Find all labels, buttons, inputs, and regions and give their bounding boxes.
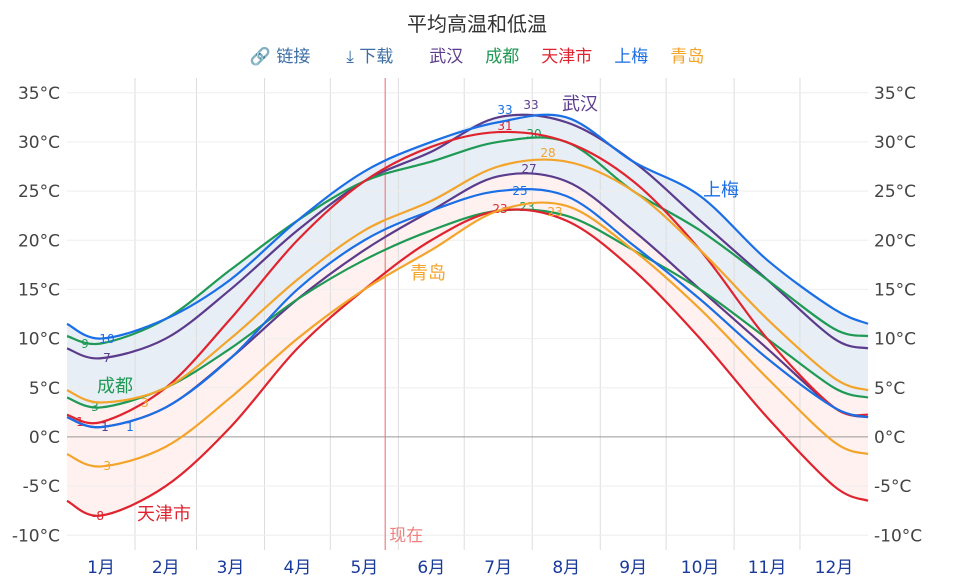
y-tick-right: 20°C	[874, 231, 916, 251]
data-label-jan-low: -3	[99, 459, 111, 473]
download-label: 下载	[359, 47, 394, 67]
data-label-high: 33	[497, 103, 512, 117]
y-tick-left: 30°C	[18, 133, 60, 153]
x-tick-label: 8月	[552, 558, 580, 578]
now-label: 现在	[389, 526, 423, 546]
y-tick-left: 25°C	[18, 182, 60, 202]
series-line-low	[66, 188, 869, 429]
data-label-jan-low: -8	[92, 509, 104, 523]
data-label-low: 23	[519, 200, 534, 214]
series-name-label: 天津市	[137, 504, 191, 525]
data-label-jan-high: 1	[76, 415, 84, 429]
link-label: 链接	[276, 47, 311, 67]
y-tick-left: 35°C	[18, 84, 60, 104]
legend-item-shanghai[interactable]: 上梅	[614, 47, 649, 67]
series-line-high	[66, 130, 869, 425]
link-icon: 🔗	[249, 47, 271, 67]
legend-item-chengdu[interactable]: 成都	[485, 47, 520, 67]
legend-item-wuhan[interactable]: 武汉	[429, 47, 464, 67]
series-line-high	[66, 113, 869, 340]
high-band	[67, 112, 868, 408]
y-tick-right: 35°C	[874, 84, 916, 104]
download-icon: ⤓	[346, 47, 354, 67]
series-line-high	[66, 158, 869, 404]
data-label-high: 33	[523, 98, 538, 112]
chart-title: 平均高温和低温	[407, 12, 547, 36]
data-label-jan-high: 9	[81, 337, 89, 351]
x-tick-label: 11月	[748, 558, 787, 578]
y-tick-right: 0°C	[874, 428, 905, 448]
x-tick-label: 10月	[681, 558, 720, 578]
x-tick-label: 1月	[87, 558, 115, 578]
x-tick-label: 3月	[217, 558, 245, 578]
y-tick-right: 10°C	[874, 330, 916, 350]
y-tick-left: -10°C	[12, 526, 60, 546]
x-tick-label: 12月	[815, 558, 854, 578]
legend-item-qingdao[interactable]: 青岛	[670, 47, 705, 67]
series-line-low	[66, 201, 869, 468]
data-label-jan-high: 3	[141, 396, 149, 410]
x-tick-label: 9月	[619, 558, 647, 578]
legend: 🔗 链接 ⤓ 下载 武汉 成都 天津市 上梅 青岛	[0, 42, 954, 67]
x-tick-label: 6月	[417, 558, 445, 578]
data-label-low: 25	[512, 184, 527, 198]
data-label-jan-high: 7	[103, 351, 111, 365]
y-tick-left: 5°C	[29, 379, 60, 399]
series-line-low	[66, 208, 869, 517]
download-button[interactable]: ⤓ 下载	[346, 42, 393, 67]
y-tick-right: -10°C	[874, 526, 922, 546]
x-tick-label: 7月	[484, 558, 512, 578]
y-tick-left: 20°C	[18, 231, 60, 251]
y-tick-right: -5°C	[874, 477, 911, 497]
series-name-label: 上梅	[703, 180, 739, 201]
series-name-label: 青岛	[410, 263, 446, 284]
y-tick-left: 10°C	[18, 330, 60, 350]
link-button[interactable]: 🔗 链接	[250, 42, 311, 67]
y-tick-right: 15°C	[874, 280, 916, 300]
data-label-high: 28	[540, 146, 555, 160]
y-tick-right: 25°C	[874, 182, 916, 202]
data-label-low: 23	[547, 205, 562, 219]
y-tick-left: 0°C	[29, 428, 60, 448]
legend-item-tianjin[interactable]: 天津市	[541, 47, 593, 67]
y-tick-left: -5°C	[23, 477, 60, 497]
x-tick-label: 5月	[350, 558, 378, 578]
series-name-label: 武汉	[562, 94, 598, 115]
x-tick-label: 4月	[284, 558, 312, 578]
series-line-high	[66, 136, 869, 346]
series-name-label: 成都	[97, 376, 133, 397]
y-tick-right: 5°C	[874, 379, 905, 399]
data-label-jan-low: 3	[91, 400, 99, 414]
data-label-jan-high: 10	[99, 332, 114, 346]
data-label-low: 27	[521, 162, 536, 176]
y-tick-left: 15°C	[18, 280, 60, 300]
data-label-jan-low: 1	[126, 420, 134, 434]
x-tick-label: 2月	[152, 558, 180, 578]
y-tick-right: 30°C	[874, 133, 916, 153]
low-band	[67, 173, 868, 516]
